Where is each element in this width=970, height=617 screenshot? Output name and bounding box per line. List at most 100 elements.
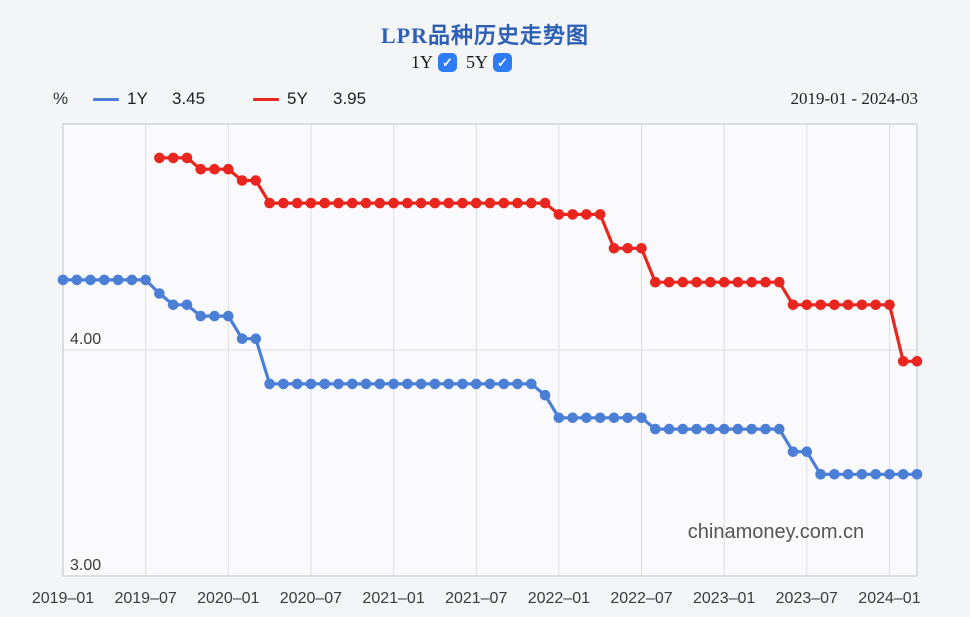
data-point[interactable]	[567, 209, 578, 220]
data-point[interactable]	[663, 276, 675, 288]
data-point[interactable]	[236, 333, 248, 345]
data-point[interactable]	[608, 243, 620, 254]
data-point[interactable]	[829, 469, 840, 480]
data-point[interactable]	[801, 446, 813, 458]
data-point[interactable]	[470, 378, 482, 390]
data-point[interactable]	[85, 274, 96, 286]
data-point[interactable]	[291, 197, 303, 209]
data-point[interactable]	[801, 299, 813, 311]
data-point[interactable]	[57, 274, 69, 286]
data-point[interactable]	[553, 209, 565, 220]
data-point[interactable]	[140, 274, 151, 286]
data-point[interactable]	[677, 276, 689, 288]
data-point[interactable]	[402, 378, 413, 390]
data-point[interactable]	[512, 378, 523, 390]
data-point[interactable]	[911, 356, 923, 367]
data-point[interactable]	[884, 469, 895, 480]
data-point[interactable]	[897, 469, 909, 480]
data-point[interactable]	[443, 197, 455, 209]
data-point[interactable]	[484, 197, 496, 209]
data-point[interactable]	[470, 197, 482, 209]
data-point[interactable]	[415, 197, 427, 209]
data-point[interactable]	[815, 299, 826, 311]
data-point[interactable]	[526, 378, 537, 390]
data-point[interactable]	[126, 274, 138, 286]
data-point[interactable]	[99, 274, 110, 286]
data-point[interactable]	[636, 412, 647, 424]
data-point[interactable]	[250, 333, 262, 345]
data-point[interactable]	[718, 423, 730, 435]
data-point[interactable]	[760, 276, 771, 288]
data-point[interactable]	[870, 299, 881, 311]
data-point[interactable]	[691, 423, 702, 435]
data-point[interactable]	[594, 209, 606, 220]
data-point[interactable]	[319, 378, 331, 390]
data-point[interactable]	[319, 197, 331, 209]
data-point[interactable]	[774, 276, 785, 288]
data-point[interactable]	[360, 197, 372, 209]
data-point[interactable]	[787, 446, 799, 458]
data-point[interactable]	[388, 197, 399, 209]
data-point[interactable]	[897, 356, 909, 367]
data-point[interactable]	[539, 197, 551, 209]
data-point[interactable]	[581, 209, 592, 220]
data-point[interactable]	[787, 299, 799, 311]
data-point[interactable]	[608, 412, 620, 424]
checkbox-1y[interactable]: ✓	[438, 53, 457, 72]
data-point[interactable]	[223, 310, 234, 322]
data-point[interactable]	[732, 276, 744, 288]
data-point[interactable]	[677, 423, 689, 435]
data-point[interactable]	[567, 412, 578, 424]
data-point[interactable]	[291, 378, 303, 390]
data-point[interactable]	[209, 310, 220, 322]
data-point[interactable]	[112, 274, 124, 286]
data-point[interactable]	[347, 378, 358, 390]
data-point[interactable]	[581, 412, 592, 424]
data-point[interactable]	[154, 288, 165, 299]
data-point[interactable]	[388, 378, 399, 390]
data-point[interactable]	[526, 197, 537, 209]
data-point[interactable]	[512, 197, 523, 209]
data-point[interactable]	[167, 152, 179, 164]
data-point[interactable]	[374, 197, 386, 209]
data-point[interactable]	[705, 276, 716, 288]
data-point[interactable]	[663, 423, 675, 435]
data-point[interactable]	[415, 378, 427, 390]
data-point[interactable]	[842, 469, 854, 480]
data-point[interactable]	[760, 423, 771, 435]
data-point[interactable]	[154, 152, 165, 164]
data-point[interactable]	[622, 243, 633, 254]
data-point[interactable]	[815, 469, 826, 480]
data-point[interactable]	[539, 389, 551, 401]
data-point[interactable]	[650, 423, 661, 435]
data-point[interactable]	[705, 423, 716, 435]
data-point[interactable]	[746, 276, 757, 288]
data-point[interactable]	[884, 299, 895, 311]
data-point[interactable]	[498, 378, 510, 390]
data-point[interactable]	[774, 423, 785, 435]
data-point[interactable]	[250, 175, 262, 186]
data-point[interactable]	[746, 423, 757, 435]
data-point[interactable]	[209, 163, 220, 175]
data-point[interactable]	[223, 163, 234, 175]
data-point[interactable]	[264, 378, 275, 390]
data-point[interactable]	[457, 378, 468, 390]
data-point[interactable]	[622, 412, 633, 424]
data-point[interactable]	[264, 197, 275, 209]
data-point[interactable]	[443, 378, 455, 390]
data-point[interactable]	[402, 197, 413, 209]
data-point[interactable]	[732, 423, 744, 435]
data-point[interactable]	[484, 378, 496, 390]
data-point[interactable]	[718, 276, 730, 288]
data-point[interactable]	[333, 197, 344, 209]
data-point[interactable]	[842, 299, 854, 311]
data-point[interactable]	[636, 243, 647, 254]
data-point[interactable]	[278, 378, 289, 390]
checkbox-5y[interactable]: ✓	[493, 53, 512, 72]
data-point[interactable]	[594, 412, 606, 424]
data-point[interactable]	[457, 197, 468, 209]
data-point[interactable]	[181, 152, 193, 164]
data-point[interactable]	[374, 378, 386, 390]
data-point[interactable]	[333, 378, 344, 390]
data-point[interactable]	[305, 197, 317, 209]
